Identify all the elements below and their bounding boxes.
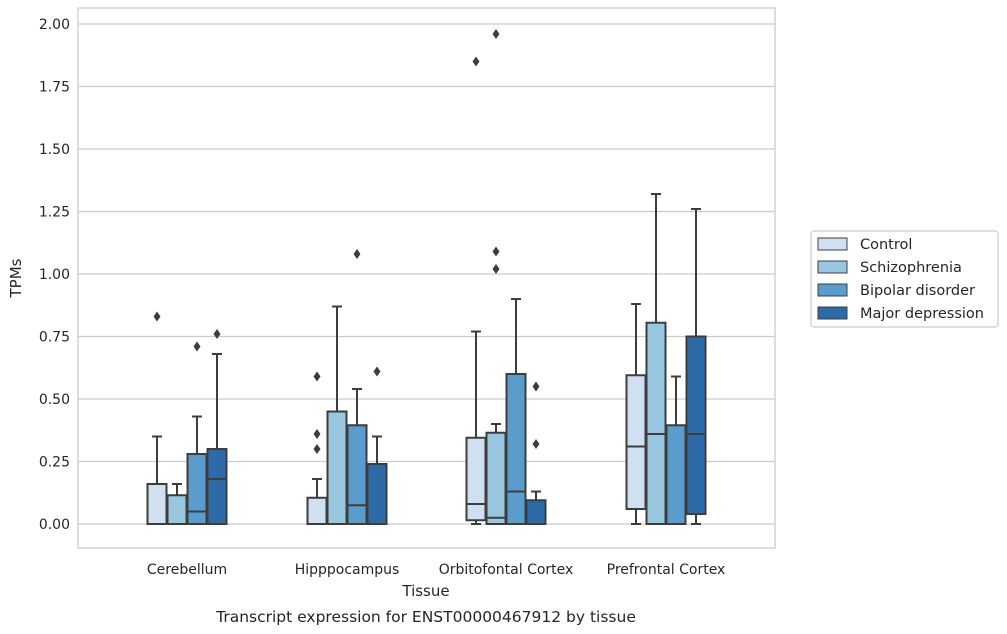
box-0-3 [625,303,647,525]
outlier-point [532,439,540,449]
box-2-1 [346,249,368,525]
y-axis-title: TPMs [7,258,25,298]
x-tick-label: Hipppocampus [295,562,400,578]
y-tick-label: 2.00 [39,17,70,33]
outlier-point [532,381,540,392]
box-rect [186,453,208,525]
outlier-point [153,311,161,322]
x-tick-label: Orbitofontal Cortex [439,562,574,578]
legend-label: Major depression [860,306,984,322]
box-rect [326,410,348,525]
legend: Control Schizophrenia Bipolar disorder Majo… [810,230,999,328]
x-tick-labels: Cerebellum Hipppocampus Orbitofontal Corte… [147,562,725,578]
outlier-point [193,341,201,352]
box-1-1 [326,305,348,525]
y-tick-labels: 0.00 0.25 0.50 0.75 1.00 1.25 1.50 1.75 2.00 [39,17,70,533]
box-3-3 [685,208,707,525]
legend-swatch [817,283,848,297]
box-rect [685,335,707,515]
outlier-point [313,371,321,382]
box-rect [645,321,667,525]
legend-swatch [817,237,848,251]
box-rect [366,463,388,525]
chart-caption: Transcript expression for ENST0000046791… [215,608,636,626]
y-tick-label: 1.00 [39,267,70,283]
x-axis-title: Tissue [401,582,449,600]
outlier-point [313,444,321,454]
legend-frame [810,230,999,328]
box-3-0 [206,329,228,525]
box-rect [346,424,368,525]
y-tick-label: 0.75 [39,330,70,346]
outlier-point [492,246,500,257]
outlier-point [472,56,480,67]
y-tick-label: 1.75 [39,80,70,96]
box-rect [146,483,168,525]
outlier-point [492,264,500,274]
box-layer [146,29,707,525]
outlier-point [353,249,361,259]
outlier-point [492,29,500,39]
y-tick-label: 0.50 [39,392,70,408]
x-tick-label: Prefrontal Cortex [607,562,726,578]
box-2-2 [505,298,527,525]
legend-label: Bipolar disorder [860,283,975,299]
x-tick-label: Cerebellum [147,562,227,578]
y-tick-label: 0.00 [39,517,70,533]
box-0-2 [465,56,487,525]
box-rect [465,436,487,522]
box-rect [625,374,647,510]
box-rect [485,431,507,525]
legend-label: Schizophrenia [860,260,962,276]
box-rect [525,499,547,525]
box-3-1 [366,366,388,525]
outlier-point [313,429,321,439]
legend-swatch [817,260,848,274]
box-1-0 [166,483,188,525]
plot-frame [77,7,776,549]
y-tick-label: 1.50 [39,142,70,158]
box-rect [206,448,228,525]
y-tick-label: 0.25 [39,455,70,471]
y-tick-label: 1.25 [39,205,70,221]
box-1-2 [485,29,507,525]
legend-label: Control [860,237,912,253]
box-0-1 [306,371,328,525]
box-3-2 [525,381,547,525]
box-1-3 [645,193,667,525]
box-rect [166,494,188,525]
box-rect [665,424,687,525]
box-rect [306,496,328,525]
outlier-point [373,366,381,377]
box-0-0 [146,311,168,525]
box-rect [505,373,527,525]
legend-swatch [817,306,848,320]
box-2-0 [186,341,208,525]
outlier-point [213,329,221,339]
